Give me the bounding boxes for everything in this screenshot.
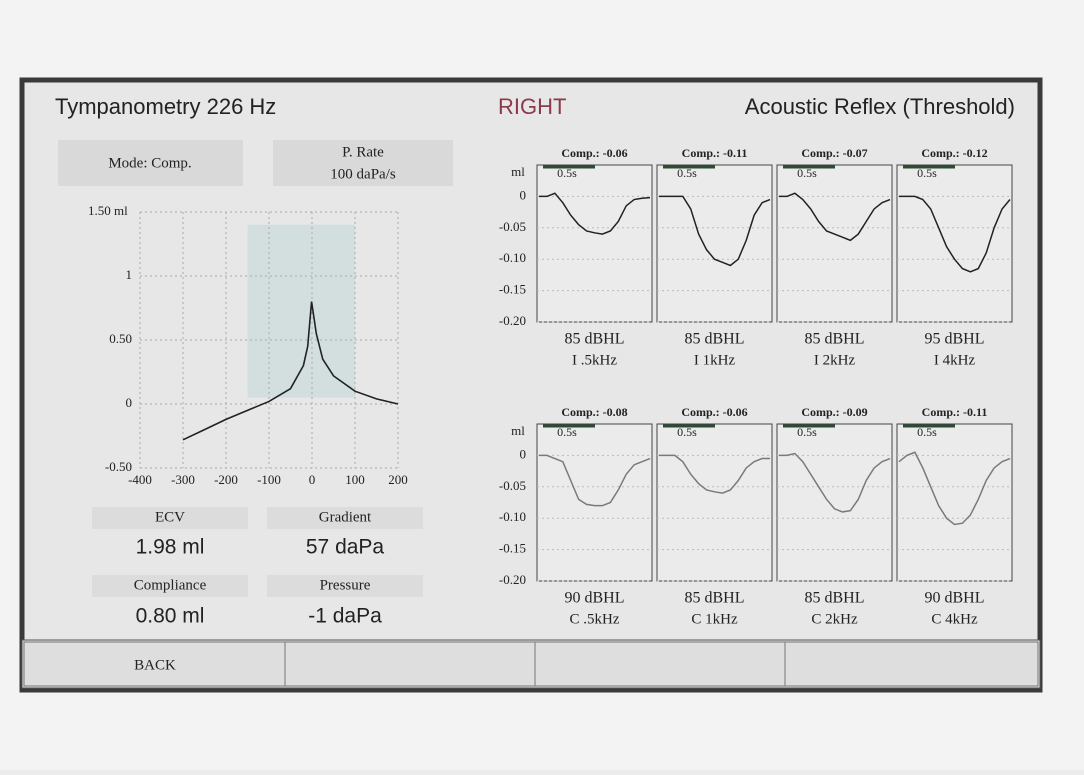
x-tick-label: -300 (171, 472, 195, 487)
reflex-title: Acoustic Reflex (Threshold) (745, 94, 1015, 119)
x-tick-label: -200 (214, 472, 238, 487)
reflex-panel (537, 165, 652, 322)
comp-label: Comp.: -0.08 (561, 405, 627, 419)
stimulus-label: C 4kHz (931, 611, 978, 627)
duration-label: 0.5s (917, 166, 937, 180)
stimulus-label: C 1kHz (691, 611, 738, 627)
duration-label: 0.5s (677, 166, 697, 180)
y-tick-label: -0.10 (499, 250, 526, 265)
soft-button[interactable] (785, 642, 1038, 686)
mode-label: Mode: Comp. (108, 155, 191, 171)
duration-label: 0.5s (677, 425, 697, 439)
comp-label: Comp.: -0.11 (922, 405, 988, 419)
result-value: 1.98 ml (136, 536, 205, 559)
result-label: ECV (155, 509, 185, 525)
level-label: 95 dBHL (925, 331, 985, 348)
duration-label: 0.5s (797, 425, 817, 439)
soft-button[interactable] (285, 642, 535, 686)
level-label: 85 dBHL (565, 331, 625, 348)
y-tick-label: -0.10 (499, 509, 526, 524)
reflex-panel (537, 424, 652, 581)
reflex-panel (897, 165, 1012, 322)
y-tick-label: -0.05 (499, 219, 526, 234)
comp-label: Comp.: -0.06 (561, 146, 627, 160)
level-label: 85 dBHL (805, 331, 865, 348)
reflex-panel (657, 424, 772, 581)
level-label: 85 dBHL (685, 331, 745, 348)
stimulus-label: I .5kHz (572, 352, 617, 368)
comp-label: Comp.: -0.09 (801, 405, 867, 419)
normal-region (248, 225, 356, 398)
x-tick-label: 0 (309, 472, 316, 487)
duration-label: 0.5s (917, 425, 937, 439)
y-tick-label: -0.20 (499, 313, 526, 328)
duration-label: 0.5s (557, 425, 577, 439)
stimulus-label: C .5kHz (570, 611, 620, 627)
reflex-panel (897, 424, 1012, 581)
stimulus-label: C 2kHz (811, 611, 858, 627)
y-tick-label: 0.50 (109, 331, 132, 346)
comp-label: Comp.: -0.12 (921, 146, 987, 160)
level-label: 90 dBHL (925, 590, 985, 607)
comp-label: Comp.: -0.11 (682, 146, 748, 160)
x-tick-label: -100 (257, 472, 281, 487)
result-value: 0.80 ml (136, 605, 205, 628)
duration-label: 0.5s (557, 166, 577, 180)
level-label: 85 dBHL (805, 590, 865, 607)
y-tick-label: -0.15 (499, 282, 526, 297)
x-tick-label: 200 (388, 472, 408, 487)
x-tick-label: 100 (345, 472, 365, 487)
screen-title: Tympanometry 226 Hz (55, 94, 276, 119)
soft-button[interactable] (535, 642, 785, 686)
stimulus-label: I 1kHz (694, 352, 736, 368)
ear-label: RIGHT (498, 94, 566, 119)
y-tick-label: 0 (126, 395, 133, 410)
result-label: Pressure (320, 577, 371, 593)
stimulus-label: I 2kHz (814, 352, 856, 368)
result-value: -1 daPa (308, 605, 382, 628)
device-screen: Tympanometry 226 Hz RIGHT Acoustic Refle… (0, 0, 1084, 770)
comp-label: Comp.: -0.06 (681, 405, 747, 419)
rate-label: P. Rate (342, 144, 384, 160)
y-tick-label: -0.15 (499, 541, 526, 556)
result-value: 57 daPa (306, 536, 385, 559)
page: Tympanometry 226 Hz RIGHT Acoustic Refle… (0, 0, 1084, 770)
reflex-panel (777, 165, 892, 322)
y-tick-label: -0.50 (105, 459, 132, 474)
stimulus-label: I 4kHz (934, 352, 976, 368)
y-tick-label: 0 (520, 187, 527, 202)
y-tick-label: -0.05 (499, 478, 526, 493)
back-label[interactable]: BACK (134, 657, 176, 673)
x-tick-label: -400 (128, 472, 152, 487)
y-tick-label: 1.50 ml (88, 203, 128, 218)
unit-label: ml (511, 164, 525, 179)
rate-value: 100 daPa/s (330, 166, 396, 182)
comp-label: Comp.: -0.07 (801, 146, 867, 160)
y-tick-label: 0 (520, 446, 527, 461)
reflex-panel (777, 424, 892, 581)
reflex-panel (657, 165, 772, 322)
level-label: 90 dBHL (565, 590, 625, 607)
result-label: Compliance (134, 577, 207, 593)
result-label: Gradient (319, 509, 372, 525)
unit-label: ml (511, 423, 525, 438)
y-tick-label: 1 (126, 267, 133, 282)
y-tick-label: -0.20 (499, 572, 526, 587)
level-label: 85 dBHL (685, 590, 745, 607)
duration-label: 0.5s (797, 166, 817, 180)
